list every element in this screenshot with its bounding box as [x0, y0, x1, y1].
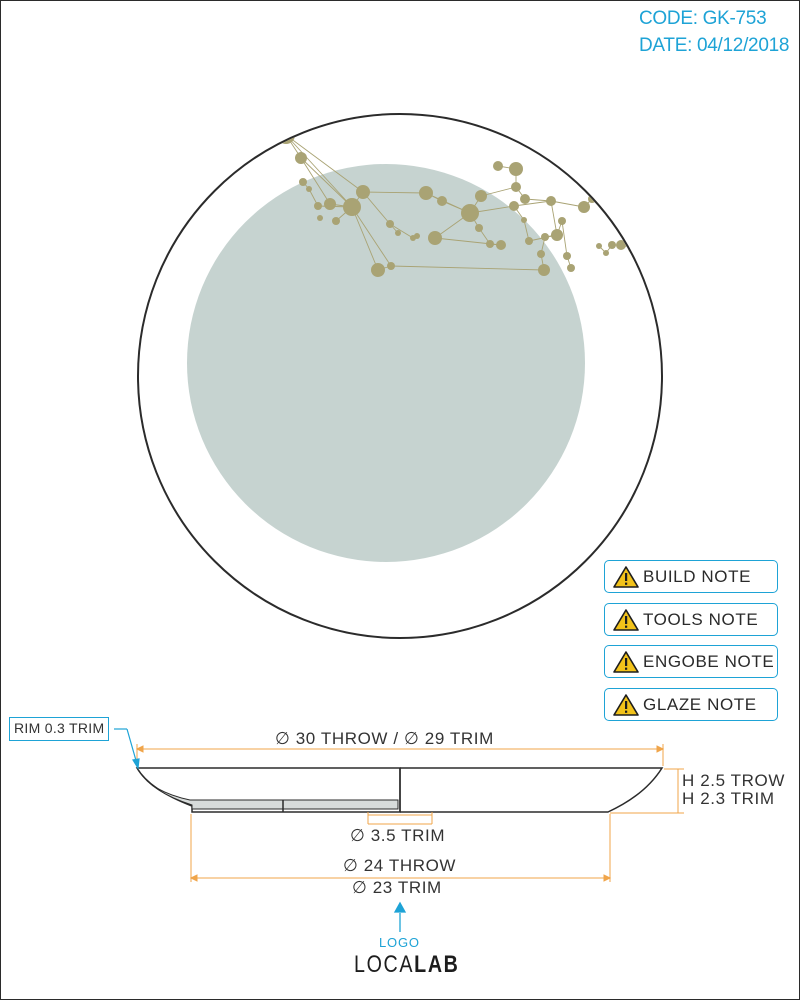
engobe-note-label: ENGOBE NOTE [643, 651, 775, 671]
decoration-dot [461, 204, 479, 222]
drawing-code: CODE: GK-753 [639, 8, 767, 29]
decoration-dot [496, 240, 506, 250]
decoration-dot [299, 178, 307, 186]
warning-icon [613, 650, 639, 673]
decoration-dot [414, 233, 420, 239]
drawing-date: DATE: 04/12/2018 [639, 35, 790, 56]
profile-section-fill [138, 770, 399, 810]
decoration-dot [614, 219, 620, 225]
decoration-dot [332, 217, 340, 225]
decoration-dot [386, 220, 394, 228]
decoration-dot [428, 231, 442, 245]
logo-arrow [393, 901, 407, 932]
decoration-dot [475, 190, 487, 202]
warning-icon [613, 565, 639, 588]
decoration-dot [521, 217, 527, 223]
decoration-dot [567, 264, 575, 272]
profile-outline-right [400, 767, 664, 813]
decoration-dot [493, 161, 503, 171]
decoration-dot [541, 233, 549, 241]
decoration-link [285, 134, 353, 208]
decoration-link [285, 134, 364, 193]
height-throw-label: H 2.5 TROW [682, 771, 785, 790]
decoration-dot [419, 186, 433, 200]
decoration-dot [558, 217, 566, 225]
decoration-dot [520, 194, 530, 204]
decoration-dot [511, 182, 521, 192]
decoration-dot [551, 229, 563, 241]
plate-profile [135, 767, 664, 813]
brand-logo-bold: LAB [414, 951, 460, 978]
decoration-link [513, 200, 552, 207]
decoration-dot [596, 243, 602, 249]
height-trim-label: H 2.3 TRIM [682, 789, 775, 808]
constellation-decoration [277, 126, 640, 277]
decoration-link [362, 191, 427, 194]
warning-icon [613, 693, 639, 716]
decoration-link [300, 157, 331, 205]
decoration-dot [509, 162, 523, 176]
base-throw-label: ∅ 24 THROW [343, 856, 457, 875]
engobe-note-button[interactable]: ENGOBE NOTE [604, 645, 778, 678]
decoration-dot [603, 250, 609, 256]
tools-note-button[interactable]: TOOLS NOTE [604, 603, 778, 636]
decoration-dot [306, 186, 312, 192]
glaze-area [187, 164, 585, 562]
decoration-link [389, 223, 414, 239]
foot-diameter-label: ∅ 3.5 TRIM [350, 826, 446, 845]
logo-label: LOGO [379, 935, 420, 950]
build-note-button[interactable]: BUILD NOTE [604, 560, 778, 593]
decoration-dot [608, 241, 616, 249]
tools-note-label: TOOLS NOTE [643, 609, 759, 629]
decoration-dot [295, 152, 307, 164]
decoration-dot [537, 250, 545, 258]
decoration-link [480, 186, 517, 197]
build-note-label: BUILD NOTE [643, 566, 752, 586]
glaze-note-button[interactable]: GLAZE NOTE [604, 688, 778, 721]
decoration-dot [387, 262, 395, 270]
rim-callout-leader [114, 728, 140, 770]
decoration-dot [475, 224, 483, 232]
decoration-dot [509, 201, 519, 211]
warning-icon [613, 608, 639, 631]
base-trim-label: ∅ 23 TRIM [352, 878, 442, 897]
decoration-dot [616, 240, 626, 250]
decoration-dot [356, 185, 370, 199]
decoration-dot [546, 196, 556, 206]
decoration-dot [314, 202, 322, 210]
decoration-link [300, 157, 353, 208]
decoration-dot [277, 126, 295, 144]
decoration-dot [538, 264, 550, 276]
decoration-link [390, 265, 545, 271]
decoration-dot [395, 230, 401, 236]
decoration-dot [563, 252, 571, 260]
decoration-link [561, 220, 568, 257]
brand-logo-light: LOCA [354, 951, 415, 978]
brand-logo: LOCALAB [354, 951, 460, 979]
decoration-dot [525, 237, 533, 245]
decoration-dot [486, 240, 494, 248]
decoration-link [351, 206, 379, 271]
decoration-dot [371, 263, 385, 277]
glaze-note-label: GLAZE NOTE [643, 694, 757, 714]
decoration-dot [578, 201, 590, 213]
decoration-dot [324, 198, 336, 210]
dimension-lines [135, 744, 684, 882]
top-diameter-label: ∅ 30 THROW / ∅ 29 TRIM [275, 729, 494, 748]
decoration-dot [317, 215, 323, 221]
decoration-dot [343, 198, 361, 216]
rim-callout: RIM 0.3 TRIM [9, 717, 110, 741]
decoration-dot [437, 196, 447, 206]
decoration-link [351, 206, 392, 267]
